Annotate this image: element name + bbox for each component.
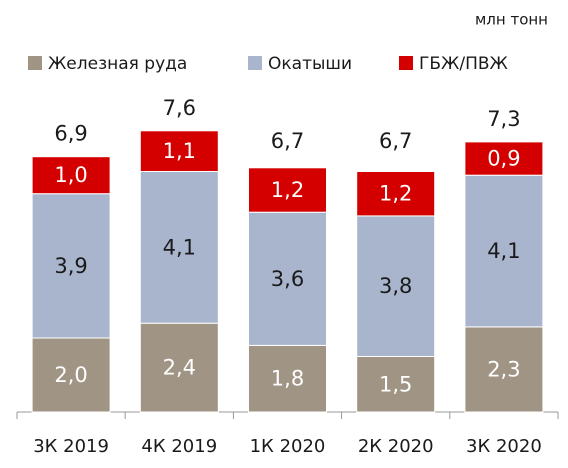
x-tick-label: 1К 2020 [250, 436, 326, 457]
x-tick-label: 2К 2020 [358, 436, 434, 457]
value-label: 1,1 [163, 139, 196, 163]
bar-segment [356, 215, 436, 357]
value-label: 4,1 [163, 235, 196, 259]
value-label: 2,3 [487, 357, 520, 381]
bar-segment [139, 171, 219, 324]
total-label: 6,9 [54, 122, 87, 146]
total-label: 7,3 [487, 107, 520, 131]
value-label: 4,1 [487, 239, 520, 263]
value-label: 3,6 [271, 267, 304, 291]
x-tick-label: 3К 2019 [33, 436, 109, 457]
value-label: 1,5 [379, 372, 412, 396]
value-label: 2,0 [54, 363, 87, 387]
bar-segment [31, 156, 111, 195]
bar-segment [464, 174, 544, 328]
bar-segment [31, 337, 111, 413]
value-label: 1,0 [54, 163, 87, 187]
legend-label: ГБЖ/ПВЖ [419, 54, 508, 74]
x-tick-label: 3К 2020 [466, 436, 542, 457]
value-label: 1,2 [271, 178, 304, 202]
bar-segment [139, 322, 219, 413]
total-label: 6,7 [271, 129, 304, 153]
bar-segment [464, 326, 544, 413]
value-label: 3,8 [379, 274, 412, 298]
value-label: 1,8 [271, 367, 304, 391]
legend-label: Окатыши [268, 54, 352, 74]
bar-segment [139, 130, 219, 173]
total-label: 7,6 [163, 96, 196, 120]
bar-segment [248, 344, 327, 413]
bar-segment [31, 193, 111, 339]
legend-swatch [399, 56, 413, 70]
bar-segment [356, 171, 436, 217]
legend-swatch [28, 56, 42, 70]
value-label: 2,4 [163, 356, 196, 380]
bar-segment [356, 356, 436, 413]
x-tick-label: 4К 2019 [141, 436, 217, 457]
value-label: 1,2 [379, 182, 412, 206]
value-label: 0,9 [487, 147, 520, 171]
unit-label: млн тонн [475, 11, 548, 29]
bar-segment [248, 167, 327, 213]
bar-segment [464, 141, 544, 176]
legend-swatch [248, 56, 262, 70]
value-label: 3,9 [54, 254, 87, 278]
bar-segment [248, 211, 327, 346]
legend-label: Железная руда [48, 54, 187, 74]
total-label: 6,7 [379, 129, 412, 153]
